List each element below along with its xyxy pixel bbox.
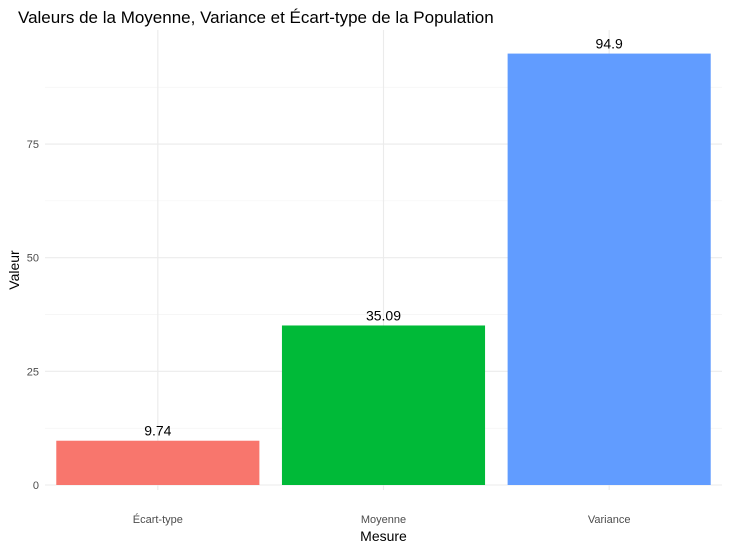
- chart-title: Valeurs de la Moyenne, Variance et Écart…: [18, 8, 494, 27]
- data-label-1: 9.74: [144, 423, 171, 439]
- data-labels: 9.74 35.09 94.9: [144, 36, 623, 439]
- data-label-3: 94.9: [596, 36, 623, 52]
- y-tick-label: 25: [27, 366, 39, 378]
- x-axis-title: Mesure: [360, 528, 407, 544]
- x-axis-ticks: Écart-type Moyenne Variance: [133, 513, 631, 526]
- bars: [56, 53, 711, 486]
- bar-1: [56, 440, 260, 485]
- data-label-2: 35.09: [366, 307, 401, 323]
- y-tick-label: 75: [27, 139, 39, 151]
- bar-3: [507, 53, 711, 486]
- x-tick-label: Écart-type: [133, 513, 183, 526]
- x-tick-label: Variance: [588, 514, 631, 526]
- y-axis-ticks: 0 25 50 75: [27, 139, 39, 492]
- y-tick-label: 0: [33, 480, 39, 492]
- x-tick-label: Moyenne: [361, 514, 406, 526]
- y-axis-title: Valeur: [6, 250, 22, 290]
- bar-2: [281, 325, 486, 485]
- y-tick-label: 50: [27, 253, 39, 265]
